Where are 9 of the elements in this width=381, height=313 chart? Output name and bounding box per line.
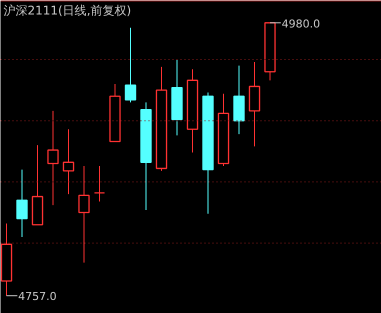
candlestick [62, 128, 74, 195]
candlestick [16, 169, 28, 238]
chart-title: 沪深2111(日线,前复权) [4, 4, 132, 18]
candlestick [124, 27, 136, 103]
annotation: 4757.0 [18, 290, 57, 304]
candlestick [94, 165, 106, 202]
text: 4980.0 [282, 17, 320, 30]
candlestick [47, 110, 59, 206]
candlestick [78, 165, 90, 264]
